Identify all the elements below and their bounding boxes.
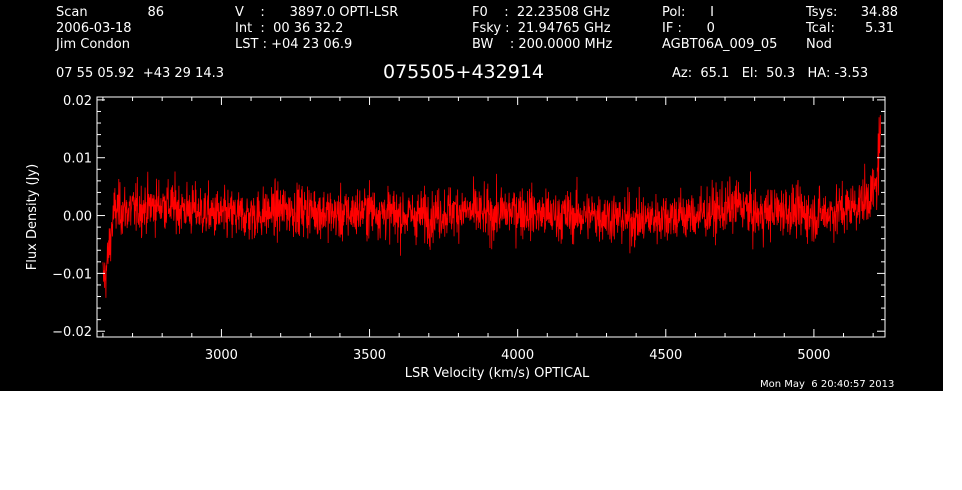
y-tick-label: 0.02 [63, 94, 92, 109]
x-tick-label: 5000 [797, 348, 830, 363]
source-name: 075505+432914 [383, 61, 544, 83]
y-tick-label: −0.02 [52, 325, 92, 340]
y-axis-label: Flux Density (Jy) [25, 164, 40, 270]
project-id: AGBT06A_009_05 [662, 37, 778, 52]
tcal-value: 5.31 [865, 21, 894, 36]
observer-name: Jim Condon [56, 37, 130, 52]
spectrum-panel: Scan 86 2006-03-18 Jim Condon V : 3897.0… [0, 0, 943, 391]
scan-label: Scan [56, 5, 88, 20]
polarization-line: Pol: I [662, 5, 714, 20]
y-tick-label: −0.01 [52, 267, 92, 282]
x-tick-label: 4500 [649, 348, 682, 363]
bandwidth-line: BW : 200.0000 MHz [472, 37, 613, 52]
tsys-value: 34.88 [860, 5, 898, 20]
spectrum-plot: 3000 3500 4000 4500 5000 −0.02 −0.01 0.00 0.01 0.… [25, 94, 886, 381]
x-tick-label: 3500 [353, 348, 386, 363]
az-el-ha: Az: 65.1 El: 50.3 HA: -3.53 [672, 66, 869, 81]
velocity-line: V : 3897.0 OPTI-LSR [235, 5, 399, 20]
observation-date: 2006-03-18 [56, 21, 132, 36]
scan-number: 86 [147, 5, 164, 20]
plot-timestamp: Mon May 6 20:40:57 2013 [760, 379, 895, 390]
y-tick-label: 0.00 [63, 210, 92, 225]
x-tick-label: 3000 [205, 348, 238, 363]
integration-line: Int : 00 36 32.2 [235, 21, 344, 36]
plot-frame [96, 96, 886, 338]
sky-frequency-line: Fsky : 21.94765 GHz [472, 21, 611, 36]
rest-frequency-line: F0 : 22.23508 GHz [472, 5, 610, 20]
spectrum-line [102, 115, 881, 298]
x-axis-label: LSR Velocity (km/s) OPTICAL [405, 366, 590, 381]
tcal-label: Tcal: [806, 21, 835, 36]
y-tick-label: 0.01 [63, 152, 92, 167]
observing-mode: Nod [806, 37, 832, 52]
x-tick-label: 4000 [501, 348, 534, 363]
source-coordinates: 07 55 05.92 +43 29 14.3 [56, 66, 225, 81]
if-line: IF : 0 [662, 21, 715, 36]
lst-line: LST : +04 23 06.9 [235, 37, 353, 52]
series-layer [102, 115, 881, 298]
ticks-layer: 3000 3500 4000 4500 5000 −0.02 −0.01 0.00 0.01 0.… [52, 94, 885, 363]
tsys-label: Tsys: [806, 5, 838, 20]
